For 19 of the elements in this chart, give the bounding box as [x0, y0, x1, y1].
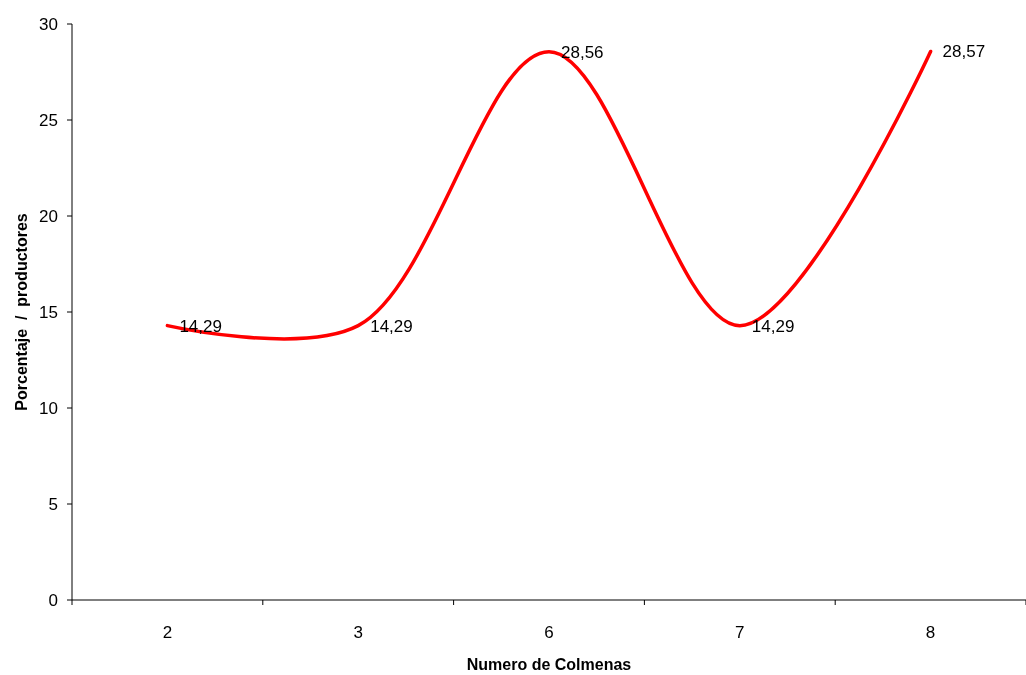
- data-label: 28,57: [942, 42, 986, 62]
- x-tick-label: 3: [353, 623, 363, 642]
- x-tick-label: 2: [162, 623, 173, 642]
- x-axis-title: Numero de Colmenas: [466, 656, 632, 673]
- data-label: 14,29: [370, 316, 413, 336]
- y-tick-label: 25: [39, 110, 58, 130]
- x-tick-label: 7: [735, 623, 745, 642]
- y-tick-label: 30: [39, 14, 58, 34]
- data-label: 28,56: [561, 42, 604, 62]
- x-tick-label: 6: [544, 623, 554, 642]
- y-axis-title: Porcentaje / productores: [13, 213, 30, 411]
- y-tick-label: 0: [48, 590, 58, 610]
- y-tick-label: 10: [39, 398, 58, 418]
- y-tick-label: 5: [48, 494, 58, 514]
- y-tick-label: 15: [39, 302, 58, 322]
- data-label: 14,29: [179, 316, 222, 336]
- y-tick-label: 20: [39, 206, 58, 226]
- data-label: 14,29: [751, 316, 795, 336]
- x-tick-label: 8: [925, 623, 936, 642]
